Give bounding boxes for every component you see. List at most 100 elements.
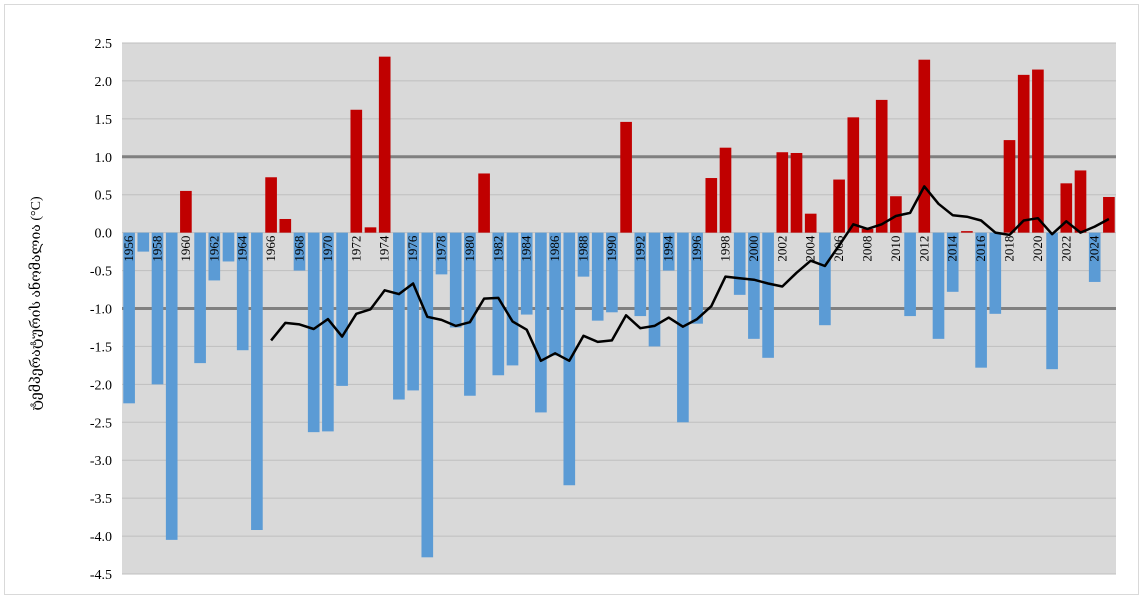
- x-tick-label: 2014: [945, 235, 960, 262]
- x-tick-label: 1998: [718, 236, 733, 262]
- bar-1980: [464, 232, 476, 396]
- bar-2024: [1088, 232, 1101, 282]
- bar-1956: [123, 232, 135, 404]
- bar-1999: [733, 232, 746, 295]
- y-tick-label: -3.5: [90, 492, 112, 507]
- bars: [123, 56, 1115, 558]
- y-tick-label: 1.0: [95, 151, 113, 166]
- bar-2005: [819, 232, 831, 326]
- bar-1961: [194, 232, 206, 364]
- bar-1972: [350, 109, 363, 233]
- bar-1988: [577, 232, 590, 277]
- bar-2012: [918, 59, 931, 233]
- bar-2013: [932, 232, 945, 339]
- bar-1981: [478, 173, 490, 233]
- x-tick-label: 2018: [1002, 236, 1017, 262]
- bar-1964: [236, 232, 249, 351]
- bar-1962: [208, 232, 221, 281]
- bar-1976: [407, 232, 419, 391]
- bar-1992: [634, 232, 647, 317]
- bar-1978: [435, 232, 448, 275]
- y-tick-label: -4.5: [90, 568, 112, 583]
- x-tick-label: 1980: [462, 236, 477, 262]
- x-tick-label: 1974: [377, 235, 392, 262]
- y-tick-label: 0.0: [95, 227, 113, 242]
- bar-2000: [748, 232, 760, 339]
- bar-2009: [875, 99, 888, 233]
- y-tick-label: -3.0: [90, 454, 112, 469]
- bar-1990: [606, 232, 618, 313]
- y-tick-label: -2.5: [90, 416, 112, 431]
- bar-2008: [861, 228, 874, 233]
- bar-1968: [293, 232, 306, 271]
- x-tick-label: 2024: [1087, 235, 1102, 262]
- bar-1984: [520, 232, 533, 315]
- x-tick-label: 1992: [632, 236, 647, 262]
- bar-1957: [137, 232, 150, 252]
- x-tick-label: 2000: [746, 236, 761, 262]
- bar-1985: [535, 232, 547, 413]
- bar-1958: [151, 232, 164, 385]
- y-axis-label: ტემპერატურის ანომალია (°C): [26, 196, 44, 411]
- x-tick-label: 1986: [547, 235, 562, 262]
- bar-2011: [904, 232, 916, 317]
- bar-1997: [705, 178, 718, 233]
- chart-frame: [4, 4, 1139, 595]
- moving-average-line: [270, 185, 1110, 363]
- x-tick-label: 2010: [888, 236, 903, 262]
- x-tick-label: 2012: [916, 236, 931, 262]
- x-tick-label: 2016: [973, 235, 988, 262]
- x-tick-label: 2004: [803, 235, 818, 262]
- y-tick-label: -2.0: [90, 378, 112, 393]
- bar-1998: [719, 147, 732, 233]
- bar-1967: [279, 218, 292, 233]
- x-tick-label: 1968: [292, 236, 307, 262]
- bar-2023: [1074, 170, 1087, 233]
- bar-2020: [1032, 69, 1044, 233]
- y-tick-label: 0.5: [95, 189, 113, 204]
- x-tick-label: 2006: [831, 235, 846, 262]
- bar-1993: [648, 232, 661, 347]
- x-tick-label: 1964: [235, 235, 250, 262]
- bar-1960: [180, 190, 192, 233]
- y-tick-label: 1.5: [95, 113, 113, 128]
- bar-1969: [307, 232, 320, 433]
- bar-2006: [833, 179, 845, 233]
- bar-2002: [776, 152, 789, 233]
- bar-1971: [336, 232, 348, 386]
- x-tick-label: 1982: [490, 236, 505, 262]
- x-tick-label: 1976: [405, 235, 420, 262]
- bar-1975: [393, 232, 405, 400]
- bar-2018: [1003, 140, 1016, 233]
- bar-2004: [804, 213, 817, 233]
- x-tick-label: 1996: [689, 235, 704, 262]
- bar-1973: [364, 227, 377, 233]
- bar-1965: [251, 232, 263, 531]
- y-tick-label: 2.5: [95, 37, 113, 52]
- bar-1996: [691, 232, 703, 324]
- bar-2025: [1103, 196, 1115, 233]
- y-axis-ticks: 2.5 2.0 1.5 1.0 0.5 0.0 -0.5 -1.0 -1.5 -2.0 -2.5 -3…: [90, 37, 112, 583]
- x-tick-label: 1962: [206, 236, 221, 262]
- bar-2003: [790, 152, 803, 233]
- bar-2001: [762, 232, 774, 358]
- bar-1989: [591, 232, 604, 321]
- x-tick-label: 1984: [519, 235, 534, 262]
- y-tick-label: -0.5: [90, 265, 112, 280]
- x-tick-label: 1960: [178, 236, 193, 262]
- bar-1982: [492, 232, 505, 376]
- x-tick-label: 1978: [434, 236, 449, 262]
- x-tick-label: 2020: [1030, 236, 1045, 262]
- x-tick-label: 1990: [604, 236, 619, 262]
- bar-1991: [620, 121, 632, 233]
- x-axis-ticks: 1956 1958 1960 1962 1964 1966 1968 1970 1972 1974…: [121, 235, 1102, 262]
- x-tick-label: 2022: [1058, 236, 1073, 262]
- bar-2019: [1017, 74, 1030, 233]
- y-tick-label: -1.5: [90, 340, 112, 355]
- bar-1983: [506, 232, 519, 366]
- bar-2022: [1060, 183, 1073, 233]
- bar-1970: [322, 232, 334, 432]
- x-tick-label: 1994: [661, 235, 676, 262]
- bar-2016: [975, 232, 987, 368]
